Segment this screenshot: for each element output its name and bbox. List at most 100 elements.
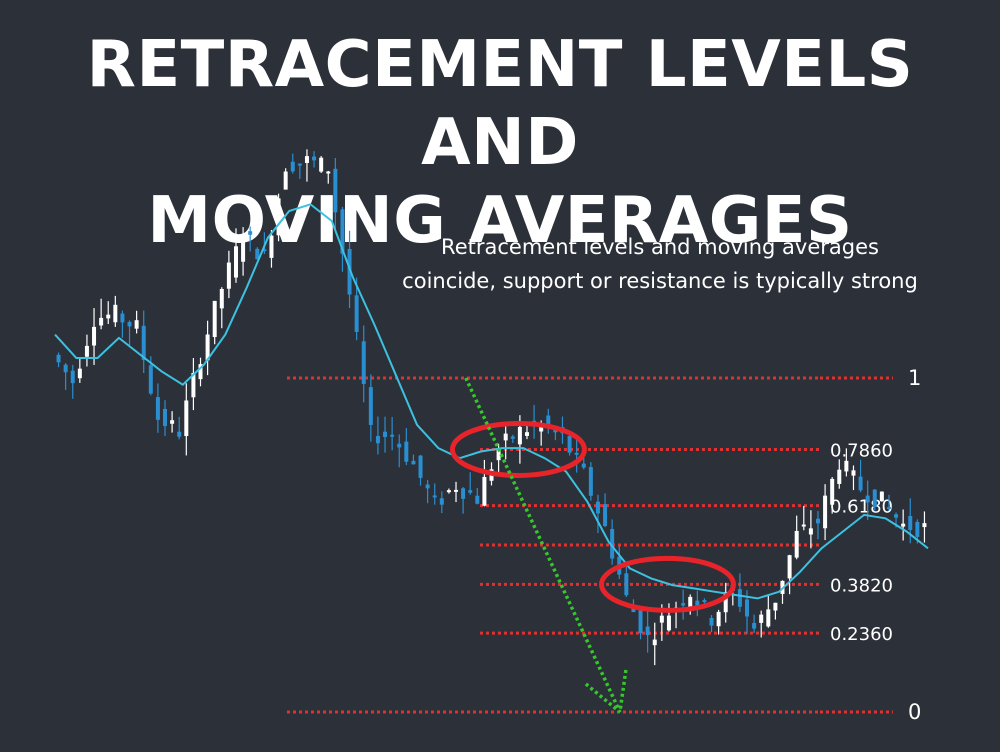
candle-body [496,448,501,461]
candle-body [92,326,97,346]
candle-body [290,161,295,172]
candle-body [766,609,771,627]
level-label: 0.6180 [830,497,893,518]
candle-body [581,463,586,468]
candle-body [233,246,238,278]
candle-body [212,300,217,338]
candle-body [255,248,260,260]
candle-body [610,529,615,559]
candle-body [745,599,750,617]
candle-body [84,345,89,357]
candle-body [283,171,288,190]
candle-body [411,460,416,465]
candle-body [837,469,842,484]
candle-body [794,530,799,558]
candle-body [354,295,359,332]
candle-body [383,431,388,437]
candle-body [844,460,849,472]
candle-body [631,608,636,613]
trend-arrow-head-left [584,682,622,714]
level-label: 0 [908,700,921,724]
candle-body [347,248,352,295]
annotation-line-2: coincide, support or resistance is typic… [402,269,918,293]
level-label: 0.3820 [830,575,893,596]
candle-body [823,495,828,529]
candle-body [205,334,210,361]
candle-body [886,507,891,510]
candle-body [638,609,643,634]
candle-body [695,600,700,606]
candle-body [603,504,608,527]
candle-body [645,626,650,636]
candle-body [148,365,153,394]
candle-body [468,490,473,493]
candle-body [333,168,338,213]
moving-average-line [54,203,929,600]
candle-body [120,313,125,323]
level-label: 0.7860 [830,440,893,461]
candle-body [141,325,146,360]
highlight-ellipse [598,555,736,613]
page-title: RETRACEMENT LEVELS AND MOVING AVERAGES [0,26,1000,260]
retracement-levels: 1 0.7860 0.6180 0.3820 0.2360 0 [287,366,921,724]
candle-body [184,400,189,437]
candle-body [808,528,813,535]
candle-body [432,495,437,498]
candle-body [248,231,253,235]
candle-body [70,370,75,384]
candle-body [908,515,913,531]
candle-body [262,249,267,252]
trend-arrow-head-right [618,669,628,713]
candle-body [312,156,317,161]
candle-body [439,498,444,505]
candle-body [574,452,579,455]
candle-body [709,617,714,626]
level-label: 1 [908,366,921,390]
candle-body [503,433,508,441]
moving-average-series [54,203,929,600]
candle-body [390,434,395,437]
candle-body [922,523,927,528]
candle-body [397,443,402,448]
candle-body [759,614,764,623]
candle-body [361,341,366,384]
title-line-1: RETRACEMENT LEVELS AND [86,28,914,180]
candle-body [567,435,572,453]
candle-body [872,489,877,507]
candle-body [77,368,82,379]
candle-body [595,501,600,514]
chart-annotation-text: Retracement levels and moving averages c… [385,230,935,298]
candle-body [375,435,380,444]
candle-body [879,491,884,502]
candle-body [127,321,132,327]
candle-body [134,320,139,329]
candle-body [304,156,309,163]
candle-body [319,157,324,172]
candle-body [773,602,778,611]
candle-body [297,163,302,166]
candle-body [652,639,657,646]
candle-body [425,484,430,489]
candle-body [524,432,529,436]
candle-body [901,523,906,527]
candle-body [113,304,118,323]
trend-arrow-shaft [464,377,622,713]
highlight-ellipse [449,420,587,478]
candle-body [624,573,629,596]
candle-body [752,623,757,629]
candle-body [588,467,593,496]
candle-body [915,521,920,537]
candle-body [815,518,820,524]
candle-body [198,364,203,380]
candle-body [191,373,196,398]
candle-body [269,235,274,258]
candle-body [894,514,899,518]
candle-body [787,555,792,579]
candle-body [702,600,707,603]
candle-body [546,415,551,428]
candle-body [326,171,331,174]
candle-body [688,596,693,609]
annotation-overlays [449,377,736,714]
candle-body [99,317,104,326]
